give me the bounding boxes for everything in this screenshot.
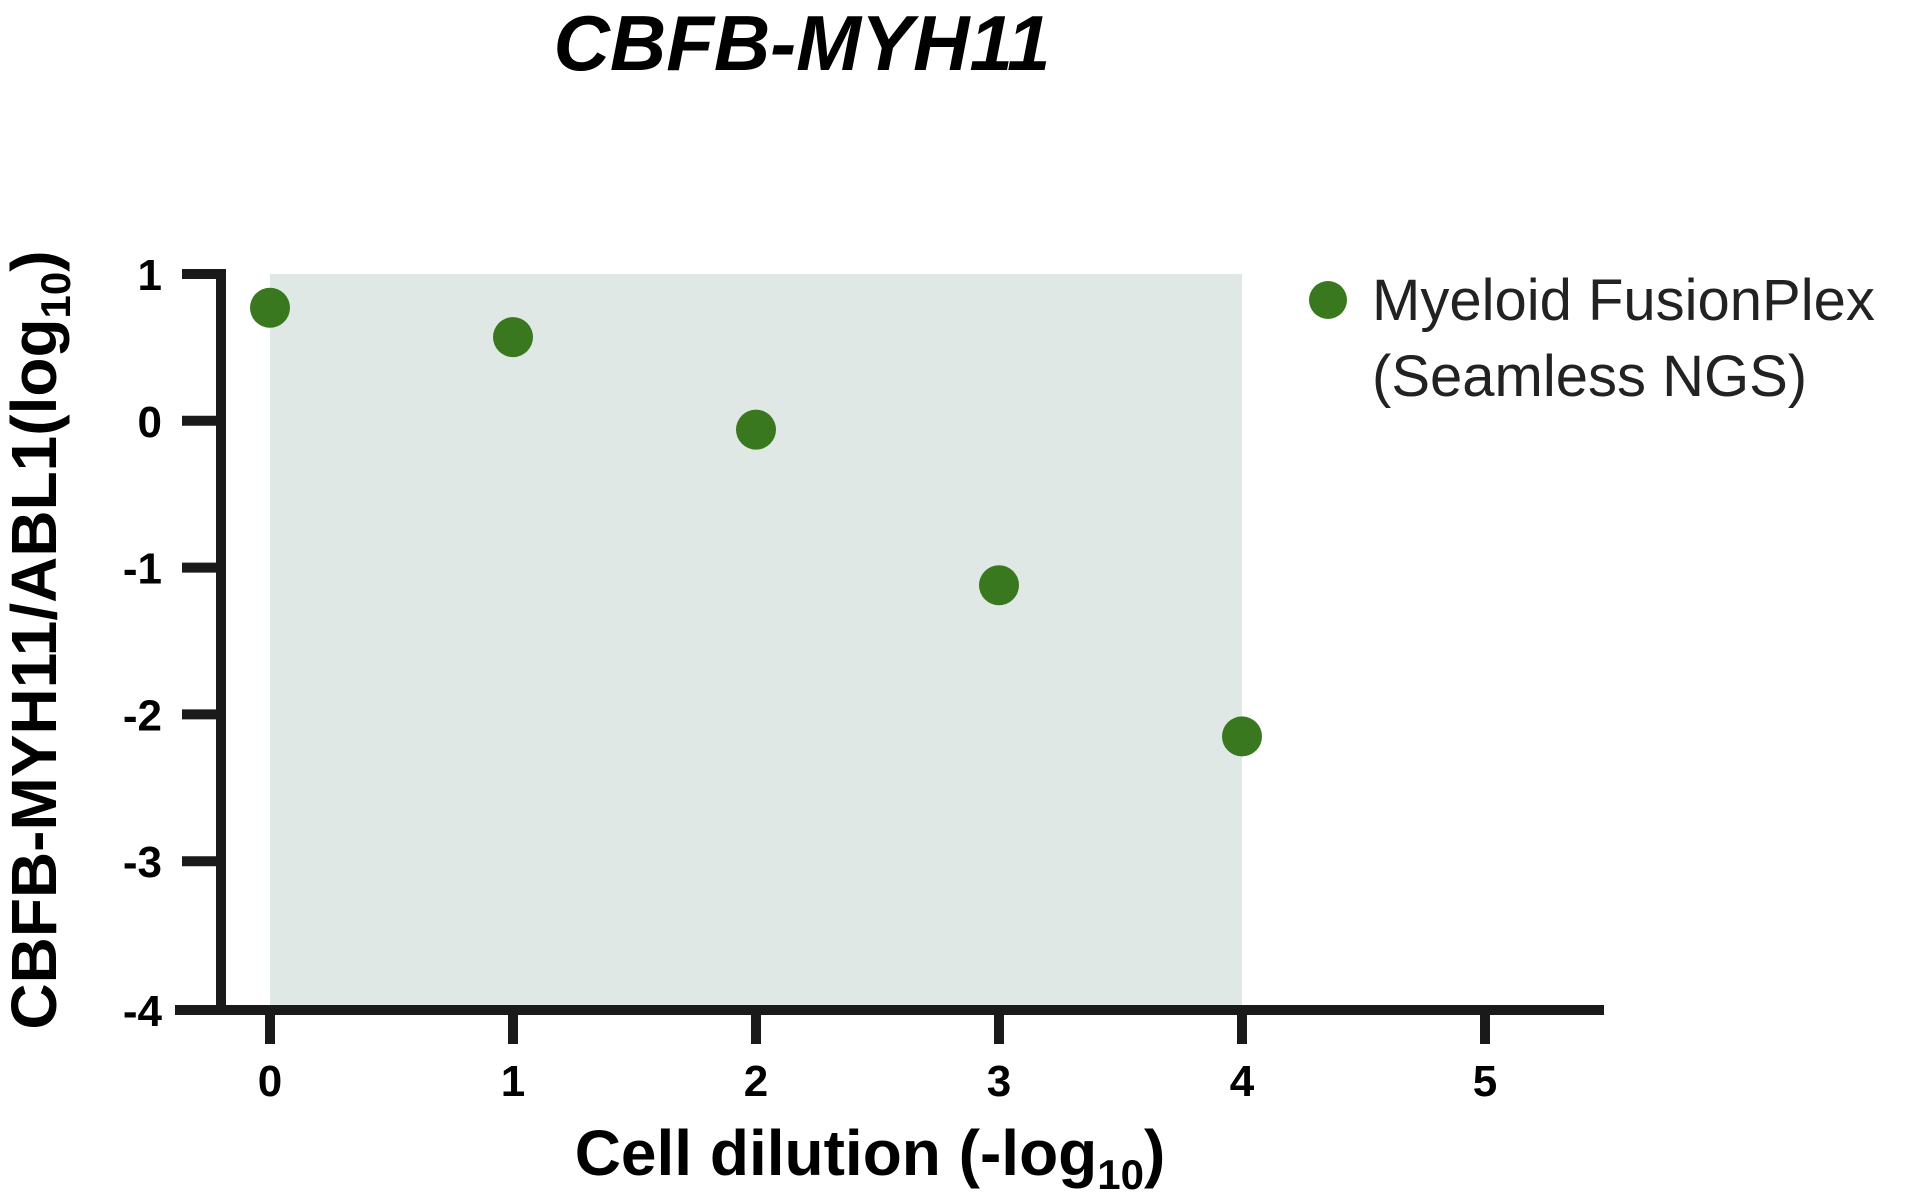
data-point <box>250 287 290 328</box>
y-tick-label: 1 <box>138 251 162 300</box>
x-axis-label: Cell dilution (-log10) <box>575 1117 1166 1198</box>
y-ticks: 1 0 -1 -2 -3 -4 <box>123 251 221 1036</box>
data-point <box>1222 716 1262 757</box>
y-tick-label: -4 <box>123 987 163 1036</box>
data-point <box>979 565 1019 606</box>
data-point <box>736 409 776 450</box>
x-ticks: 0 1 2 3 4 5 <box>258 1010 1497 1106</box>
data-point <box>493 317 533 358</box>
legend-marker <box>1309 281 1347 319</box>
legend: Myeloid FusionPlex (Seamless NGS) <box>1309 268 1875 409</box>
plot-area <box>270 274 1242 1008</box>
x-tick-label: 5 <box>1473 1057 1497 1106</box>
x-tick-label: 4 <box>1230 1057 1255 1106</box>
x-tick-label: 0 <box>258 1057 282 1106</box>
y-tick-label: -1 <box>123 545 162 594</box>
legend-label-line-1: Myeloid FusionPlex <box>1372 268 1875 333</box>
data-points <box>250 287 1262 757</box>
y-axis-label: CBFB-MYH11/ABL1(log10) <box>0 250 79 1029</box>
axes: 1 0 -1 -2 -3 -4 0 1 2 3 4 5 <box>123 251 1604 1106</box>
legend-label-line-2: (Seamless NGS) <box>1372 344 1807 409</box>
chart-title: CBFB-MYH11 <box>554 0 1051 87</box>
legend-label: Myeloid FusionPlex (Seamless NGS) <box>1372 268 1875 409</box>
x-tick-label: 2 <box>744 1057 768 1106</box>
y-tick-label: 0 <box>138 398 162 447</box>
y-tick-label: -3 <box>123 838 162 887</box>
y-tick-label: -2 <box>123 691 162 740</box>
shaded-region <box>270 274 1242 1008</box>
x-tick-label: 3 <box>987 1057 1011 1106</box>
x-tick-label: 1 <box>501 1057 525 1106</box>
